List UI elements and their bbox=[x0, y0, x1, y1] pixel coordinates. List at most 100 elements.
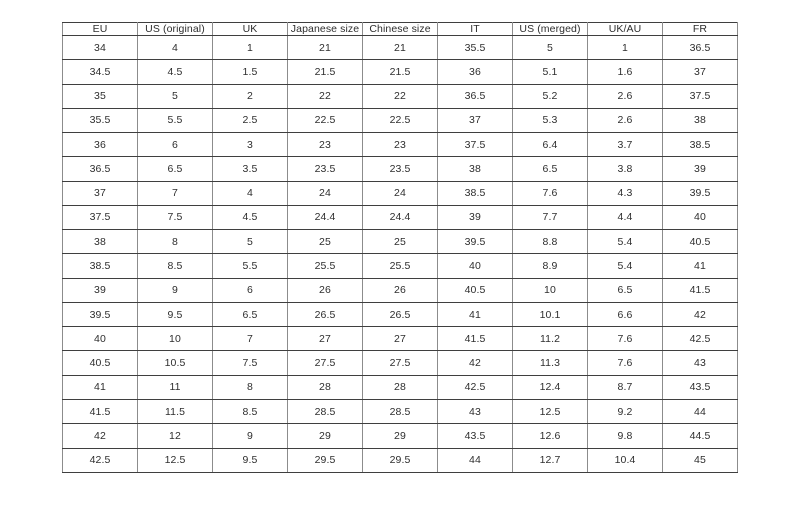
table-cell: 43 bbox=[437, 398, 513, 425]
table-cell: 9 bbox=[137, 277, 213, 303]
table-cell: 21 bbox=[362, 34, 438, 61]
table-cell: 35 bbox=[62, 83, 138, 109]
table-cell: 5.1 bbox=[512, 59, 588, 85]
table-cell: 37.5 bbox=[662, 83, 738, 109]
table-cell: 12.6 bbox=[512, 423, 588, 449]
table-cell: 8.5 bbox=[212, 398, 288, 425]
table-cell: 3.5 bbox=[212, 156, 288, 182]
table-row: 38.5 8.5 5.5 25.5 25.5 40 8.9 5.4 41 bbox=[62, 253, 738, 279]
table-cell: 10 bbox=[137, 326, 213, 352]
table-row: 34.5 4.5 1.5 21.5 21.5 36 5.1 1.6 37 bbox=[62, 59, 738, 85]
table-cell: 36 bbox=[62, 132, 138, 158]
column-header: Japanese size bbox=[287, 22, 363, 36]
column-header: US (original) bbox=[137, 22, 213, 36]
table-cell: 43.5 bbox=[662, 374, 738, 400]
table-cell: 12.5 bbox=[512, 398, 588, 425]
table-cell: 5.4 bbox=[587, 229, 663, 255]
column-header: EU bbox=[62, 22, 138, 36]
table-cell: 41.5 bbox=[437, 326, 513, 352]
table-cell: 3.7 bbox=[587, 132, 663, 158]
table-cell: 34 bbox=[62, 34, 138, 61]
table-cell: 36.5 bbox=[62, 156, 138, 182]
table-row: 41 11 8 28 28 42.5 12.4 8.7 43.5 bbox=[62, 374, 738, 400]
table-cell: 5.5 bbox=[137, 107, 213, 134]
table-header-row: EU US (original) UK Japanese size Chinese si… bbox=[62, 22, 738, 36]
column-header: UK/AU bbox=[587, 22, 663, 36]
table-cell: 9.8 bbox=[587, 423, 663, 449]
table-cell: 42 bbox=[437, 350, 513, 376]
table-cell: 40.5 bbox=[437, 277, 513, 303]
table-cell: 4.4 bbox=[587, 204, 663, 231]
table-cell: 22 bbox=[287, 83, 363, 109]
table-cell: 23.5 bbox=[287, 156, 363, 182]
table-cell: 5 bbox=[212, 229, 288, 255]
table-cell: 8.7 bbox=[587, 374, 663, 400]
table-cell: 10 bbox=[512, 277, 588, 303]
table-cell: 5 bbox=[137, 83, 213, 109]
table-cell: 6 bbox=[137, 132, 213, 158]
table-row: 40 10 7 27 27 41.5 11.2 7.6 42.5 bbox=[62, 326, 738, 352]
table-cell: 21.5 bbox=[287, 59, 363, 85]
table-body: 34 4 1 21 21 35.5 5 1 36.5 34.5 4.5 1.5 21.5 21.5 36 5.… bbox=[62, 34, 738, 474]
table-cell: 39 bbox=[62, 277, 138, 303]
table-cell: 6 bbox=[212, 277, 288, 303]
table-cell: 2.6 bbox=[587, 107, 663, 134]
column-header: FR bbox=[662, 22, 738, 36]
table-cell: 42 bbox=[662, 301, 738, 328]
table-cell: 8.9 bbox=[512, 253, 588, 279]
table-cell: 23 bbox=[287, 132, 363, 158]
table-cell: 38 bbox=[62, 229, 138, 255]
table-cell: 28.5 bbox=[287, 398, 363, 425]
table-cell: 37.5 bbox=[437, 132, 513, 158]
table-cell: 7 bbox=[137, 180, 213, 206]
table-cell: 29 bbox=[287, 423, 363, 449]
table-cell: 4 bbox=[137, 34, 213, 61]
table-cell: 2.6 bbox=[587, 83, 663, 109]
table-cell: 29.5 bbox=[362, 447, 438, 474]
table-cell: 4.5 bbox=[212, 204, 288, 231]
table-cell: 11 bbox=[137, 374, 213, 400]
table-cell: 42.5 bbox=[662, 326, 738, 352]
table-cell: 24.4 bbox=[287, 204, 363, 231]
table-cell: 28 bbox=[287, 374, 363, 400]
table-cell: 12.5 bbox=[137, 447, 213, 474]
table-row: 37.5 7.5 4.5 24.4 24.4 39 7.7 4.4 40 bbox=[62, 204, 738, 231]
table-cell: 26.5 bbox=[362, 301, 438, 328]
table-cell: 26.5 bbox=[287, 301, 363, 328]
table-cell: 27 bbox=[287, 326, 363, 352]
table-header: EU US (original) UK Japanese size Chinese si… bbox=[62, 22, 738, 36]
table-cell: 3.8 bbox=[587, 156, 663, 182]
table-cell: 22.5 bbox=[362, 107, 438, 134]
table-cell: 27.5 bbox=[287, 350, 363, 376]
column-header: US (merged) bbox=[512, 22, 588, 36]
table-cell: 36.5 bbox=[662, 34, 738, 61]
table-cell: 25.5 bbox=[362, 253, 438, 279]
column-header: UK bbox=[212, 22, 288, 36]
table-cell: 11.2 bbox=[512, 326, 588, 352]
table-cell: 8 bbox=[137, 229, 213, 255]
table-cell: 5.3 bbox=[512, 107, 588, 134]
table-cell: 10.5 bbox=[137, 350, 213, 376]
table-cell: 43.5 bbox=[437, 423, 513, 449]
column-header: Chinese size bbox=[362, 22, 438, 36]
table-cell: 3 bbox=[212, 132, 288, 158]
table-cell: 37 bbox=[62, 180, 138, 206]
table-cell: 43 bbox=[662, 350, 738, 376]
table-cell: 41 bbox=[62, 374, 138, 400]
table-cell: 7.7 bbox=[512, 204, 588, 231]
table-cell: 6.5 bbox=[587, 277, 663, 303]
table-cell: 12 bbox=[137, 423, 213, 449]
table-cell: 25 bbox=[362, 229, 438, 255]
table-row: 40.5 10.5 7.5 27.5 27.5 42 11.3 7.6 43 bbox=[62, 350, 738, 376]
table-cell: 29 bbox=[362, 423, 438, 449]
table-cell: 24 bbox=[362, 180, 438, 206]
table-cell: 28.5 bbox=[362, 398, 438, 425]
table-cell: 38.5 bbox=[437, 180, 513, 206]
table-cell: 41.5 bbox=[662, 277, 738, 303]
table-cell: 24.4 bbox=[362, 204, 438, 231]
table-cell: 26 bbox=[362, 277, 438, 303]
table-cell: 7.6 bbox=[587, 326, 663, 352]
table-cell: 22 bbox=[362, 83, 438, 109]
table-cell: 25 bbox=[287, 229, 363, 255]
table-cell: 23.5 bbox=[362, 156, 438, 182]
